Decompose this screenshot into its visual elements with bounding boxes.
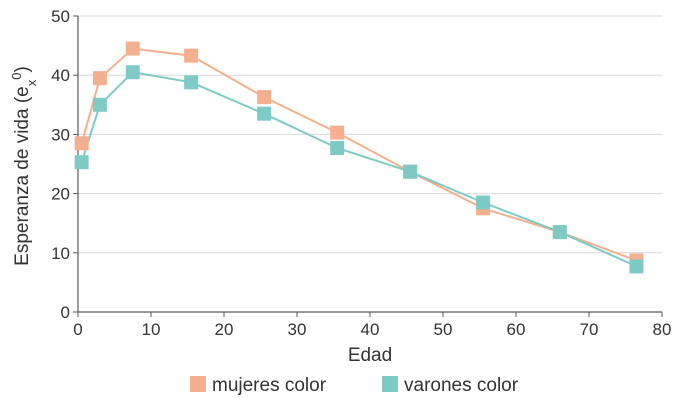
marker-series-1-point-3 — [184, 75, 199, 90]
series-line-1 — [80, 71, 637, 268]
marker-series-0-point-3 — [184, 48, 199, 63]
x-tick-label-10: 10 — [142, 320, 161, 339]
legend-label-1: varones color — [404, 375, 519, 396]
marker-series-1-point-2 — [125, 65, 140, 80]
y-tick-label-30: 30 — [51, 125, 70, 144]
marker-series-1-point-6 — [403, 164, 418, 179]
y-tick-label-10: 10 — [51, 244, 70, 263]
x-tick-label-30: 30 — [288, 320, 307, 339]
marker-series-0-point-4 — [257, 90, 272, 105]
marker-series-1-point-9 — [629, 259, 644, 274]
y-axis-title-sup: 0 — [9, 73, 24, 80]
x-tick-label-60: 60 — [507, 320, 526, 339]
y-tick-label-50: 50 — [51, 7, 70, 26]
series-lines — [80, 47, 637, 268]
y-tick-label-20: 20 — [51, 185, 70, 204]
y-axis-title-sub: x — [24, 79, 39, 86]
y-axis-title: Esperanza de vida (ex0) — [9, 66, 39, 266]
legend: mujeres color varones color — [190, 375, 519, 396]
x-tick-label-50: 50 — [434, 320, 453, 339]
y-axis-title-close: ) — [12, 66, 33, 72]
legend-swatch-1 — [382, 376, 398, 392]
grid — [78, 15, 662, 254]
marker-series-1-point-7 — [476, 195, 491, 210]
axes — [73, 15, 663, 317]
marker-series-0-point-0 — [74, 136, 89, 151]
y-tick-label-40: 40 — [51, 66, 70, 85]
x-tick-label-80: 80 — [653, 320, 672, 339]
series-layer — [74, 41, 644, 274]
marker-series-0-point-5 — [330, 125, 345, 140]
x-tick-label-70: 70 — [580, 320, 599, 339]
x-tick-labels: 0 10 20 30 40 50 60 70 80 — [73, 320, 671, 339]
marker-series-1-point-8 — [552, 225, 567, 240]
marker-series-1-point-0 — [74, 155, 89, 170]
x-tick-label-20: 20 — [215, 320, 234, 339]
marker-series-0-point-2 — [125, 41, 140, 56]
y-tick-labels: 0 10 20 30 40 50 — [51, 7, 70, 322]
marker-series-1-point-5 — [330, 141, 345, 156]
series-markers — [74, 41, 644, 274]
marker-series-0-point-1 — [92, 71, 107, 86]
x-tick-label-40: 40 — [361, 320, 380, 339]
x-axis-title: Edad — [348, 345, 392, 366]
y-tick-label-0: 0 — [61, 303, 70, 322]
y-axis-title-main: Esperanza de vida (e — [12, 86, 33, 266]
legend-swatch-0 — [190, 376, 206, 392]
x-tick-label-0: 0 — [73, 320, 82, 339]
marker-series-1-point-1 — [92, 97, 107, 112]
legend-label-0: mujeres color — [212, 375, 327, 396]
marker-series-1-point-4 — [257, 106, 272, 121]
series-line-0 — [80, 47, 637, 262]
